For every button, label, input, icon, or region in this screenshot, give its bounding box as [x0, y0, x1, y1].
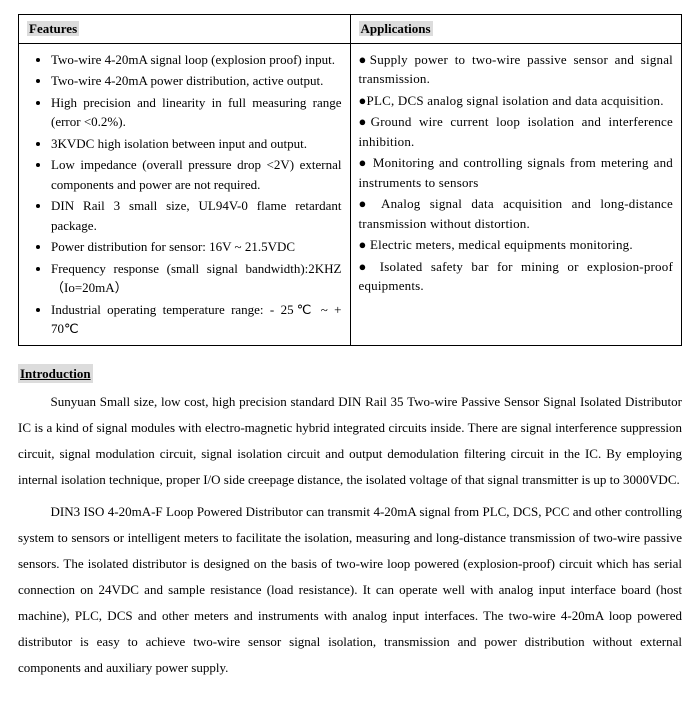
list-item: High precision and linearity in full mea… — [51, 93, 342, 132]
list-item: ● Isolated safety bar for mining or expl… — [359, 257, 674, 296]
applications-header: Applications — [359, 21, 433, 36]
features-header: Features — [27, 21, 79, 36]
list-item: DIN Rail 3 small size, UL94V-0 flame ret… — [51, 196, 342, 235]
list-item: Two-wire 4-20mA signal loop (explosion p… — [51, 50, 342, 70]
list-item: Two-wire 4-20mA power distribution, acti… — [51, 71, 342, 91]
applications-header-cell: Applications — [350, 15, 682, 44]
list-item: ● Monitoring and controlling signals fro… — [359, 153, 674, 192]
introduction-heading: Introduction — [18, 364, 93, 384]
list-item: Frequency response (small signal bandwid… — [51, 259, 342, 298]
list-item: ●PLC, DCS analog signal isolation and da… — [359, 91, 674, 111]
features-header-cell: Features — [19, 15, 351, 44]
list-item: ●Ground wire current loop isolation and … — [359, 112, 674, 151]
features-applications-table: Features Applications Two-wire 4-20mA si… — [18, 14, 682, 346]
list-item: Power distribution for sensor: 16V ~ 21.… — [51, 237, 342, 257]
list-item: 3KVDC high isolation between input and o… — [51, 134, 342, 154]
intro-paragraph-2: DIN3 ISO 4-20mA-F Loop Powered Distribut… — [18, 499, 682, 681]
features-cell: Two-wire 4-20mA signal loop (explosion p… — [19, 43, 351, 345]
list-item: Industrial operating temperature range: … — [51, 300, 342, 339]
introduction-body: Sunyuan Small size, low cost, high preci… — [18, 389, 682, 681]
introduction-section: Introduction Sunyuan Small size, low cos… — [18, 364, 682, 682]
list-item: ● Analog signal data acquisition and lon… — [359, 194, 674, 233]
list-item: ● Electric meters, medical equipments mo… — [359, 235, 674, 255]
list-item: ●Supply power to two-wire passive sensor… — [359, 50, 674, 89]
intro-paragraph-1: Sunyuan Small size, low cost, high preci… — [18, 389, 682, 493]
features-list: Two-wire 4-20mA signal loop (explosion p… — [27, 50, 342, 339]
list-item: Low impedance (overall pressure drop <2V… — [51, 155, 342, 194]
applications-cell: ●Supply power to two-wire passive sensor… — [350, 43, 682, 345]
